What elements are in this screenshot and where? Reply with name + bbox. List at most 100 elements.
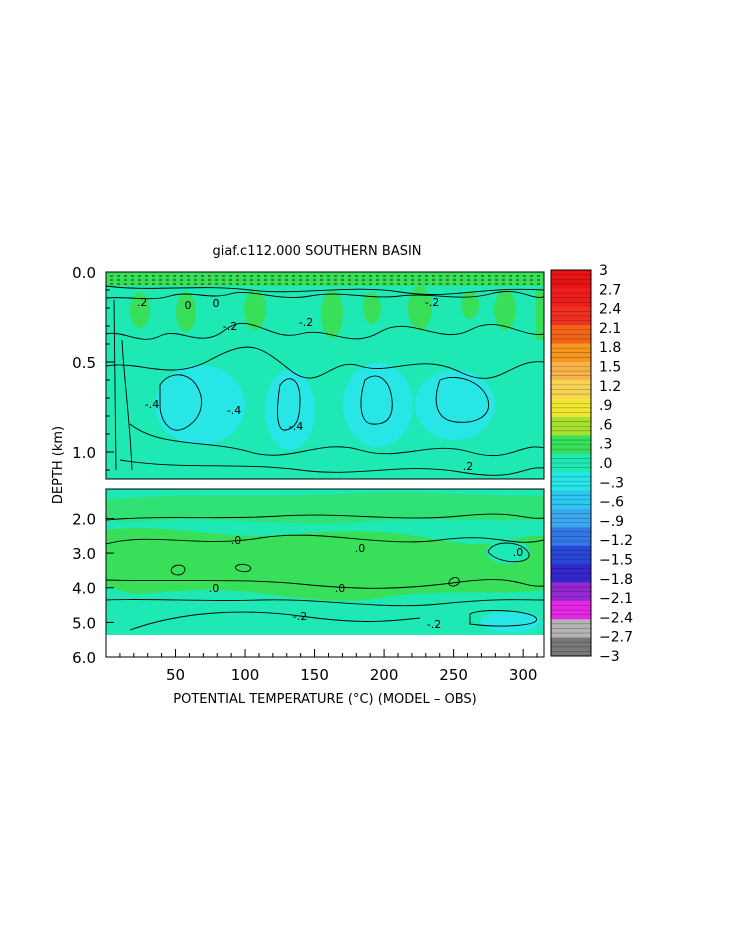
upper-panel-frame	[105, 271, 545, 480]
y-tick-label: 6.0	[72, 649, 96, 667]
upper-panel-field	[106, 272, 544, 476]
cold-anomaly-region	[415, 370, 495, 440]
warm-upper-layer	[106, 492, 544, 524]
colorbar-label: .3	[599, 437, 612, 453]
x-axis-label: POTENTIAL TEMPERATURE (°C) (MODEL – OBS)	[173, 692, 477, 707]
colorbar-swatch	[551, 361, 591, 381]
x-tick-label: 200	[370, 666, 399, 684]
colorbar-swatch	[551, 453, 591, 473]
warm-surface-layer	[106, 272, 544, 286]
y-tick-label: 0.0	[72, 264, 96, 282]
colorbar-label: 2.7	[599, 282, 621, 298]
x-axis: 50 100 150 200 250 300	[119, 649, 538, 684]
lower-contour-lines	[106, 513, 544, 631]
colorbar: 3 2.7 2.4 2.1 1.8 1.5 1.2 .9 .6 .3 .0 −.3 −.6 −.9 −1.2…	[550, 263, 633, 665]
upper-panel	[105, 271, 545, 480]
colorbar-swatch	[551, 435, 591, 455]
colorbar-swatch	[551, 600, 591, 620]
colorbar-label: .0	[599, 456, 612, 472]
lower-panel	[105, 488, 545, 658]
colorbar-swatch	[551, 619, 591, 639]
y-tick-label: 4.0	[72, 580, 96, 598]
y-tick-label: 1.0	[72, 444, 96, 462]
lower-panel-frame	[105, 488, 545, 658]
warm-anomaly-region	[130, 292, 150, 328]
colorbar-label: −1.8	[599, 572, 633, 588]
x-tick-label: 150	[300, 666, 329, 684]
contour-label: -.2	[293, 610, 307, 623]
colorbar-label: .6	[599, 417, 612, 433]
colorbar-label: 1.2	[599, 379, 621, 395]
y-axis-label: DEPTH (km)	[51, 426, 66, 504]
colorbar-swatch	[551, 270, 591, 289]
colorbar-swatch	[551, 472, 591, 492]
warm-anomaly-region	[321, 290, 343, 338]
colorbar-swatch	[551, 288, 591, 308]
colorbar-swatch	[551, 564, 591, 583]
y-axis-upper: 0.0 0.5 1.0	[72, 264, 114, 471]
contour-label: .2	[137, 296, 148, 309]
contour-label: -.2	[425, 296, 439, 309]
colorbar-swatch	[551, 508, 591, 528]
colorbar-swatch	[551, 306, 591, 326]
contour-labels: .2 0-.2 -.2-.4 -.4-.4.2-.2.0.0.0.0.0-.2-.20	[137, 296, 524, 631]
colorbar-swatch	[551, 325, 591, 345]
y-tick-label: 3.0	[72, 545, 96, 563]
x-tick-label: 250	[439, 666, 468, 684]
colorbar-swatch	[551, 343, 591, 363]
warm-deep-layer	[106, 527, 544, 601]
colorbar-label: −2.4	[599, 610, 633, 626]
colorbar-label: −1.2	[599, 533, 633, 549]
colorbar-label: −3	[599, 649, 620, 665]
warm-anomaly-region	[244, 290, 266, 330]
colorbar-label: −2.7	[599, 630, 633, 646]
warm-anomaly-region	[408, 286, 432, 330]
y-axis-lower: 2.0 3.0 4.0 5.0 6.0	[72, 510, 114, 667]
y-tick-label: 0.5	[72, 354, 96, 372]
colorbar-swatch	[551, 637, 591, 657]
colorbar-label: 2.4	[599, 302, 621, 318]
colorbar-label: −.6	[599, 495, 624, 511]
colorbar-swatch	[551, 545, 591, 565]
x-tick-label: 50	[166, 666, 185, 684]
cold-anomaly-region	[480, 612, 540, 632]
contour-label: .0	[209, 582, 220, 595]
chart-title: giaf.c112.000 SOUTHERN BASIN	[212, 244, 421, 259]
x-tick-label: 100	[231, 666, 260, 684]
contour-label: .0	[335, 582, 346, 595]
warm-anomaly-region	[536, 290, 544, 340]
contour-label: -.4	[145, 398, 159, 411]
colorbar-label: 1.8	[599, 340, 621, 356]
colorbar-swatch	[551, 582, 591, 602]
contour-label: .0	[355, 542, 366, 555]
colorbar-swatch	[551, 417, 591, 436]
warm-anomaly-region	[461, 291, 479, 319]
contour-label: -.4	[227, 404, 241, 417]
cold-anomaly-region	[343, 363, 413, 447]
cold-anomaly-region	[155, 365, 245, 445]
colorbar-label: 3	[599, 263, 608, 279]
contour-label: -.2	[223, 320, 237, 333]
colorbar-label: −.9	[599, 514, 624, 530]
y-tick-label: 2.0	[72, 510, 96, 528]
colorbar-frame	[550, 269, 592, 657]
colorbar-label: 2.1	[599, 321, 621, 337]
upper-contour-lines	[106, 285, 544, 476]
bathymetry-mask	[106, 635, 544, 657]
contour-label: .0	[513, 546, 524, 559]
warm-anomaly-region	[176, 292, 196, 332]
contour-label: .0	[231, 534, 242, 547]
colorbar-label: −.3	[599, 475, 624, 491]
lower-panel-field	[106, 492, 544, 632]
colorbar-label: −2.1	[599, 591, 633, 607]
colorbar-label: .9	[599, 398, 612, 414]
warm-anomaly-region	[494, 290, 516, 330]
contour-label: -.2	[427, 618, 441, 631]
warm-anomaly-region	[363, 292, 381, 324]
contour-label: 0	[185, 299, 192, 312]
contour-label: .2	[463, 460, 474, 473]
contour-label: 0	[213, 297, 220, 310]
x-tick-label: 300	[509, 666, 538, 684]
contour-label: -.2	[299, 316, 313, 329]
